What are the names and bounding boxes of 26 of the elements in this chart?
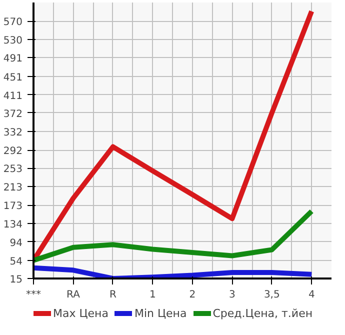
y-tick-label: 570	[3, 17, 23, 28]
x-tick-label: RA	[66, 290, 80, 300]
y-tick-label: 530	[3, 36, 23, 47]
x-tick-label: 3,5	[264, 290, 280, 300]
y-tick-label: 451	[3, 72, 23, 84]
y-tick-label: 253	[3, 164, 23, 176]
y-tick-label: 372	[3, 108, 23, 120]
legend-label: Min Цена	[134, 306, 187, 320]
y-tick-label: 292	[3, 146, 23, 158]
y-tick-label: 332	[3, 127, 23, 138]
x-tick-label: ***	[26, 290, 41, 300]
y-tick-label: 491	[3, 54, 23, 65]
legend-label: Сред.Цена, т.йен	[212, 306, 313, 320]
x-tick-label: 1	[150, 290, 156, 300]
y-tick-label: 411	[3, 90, 23, 102]
y-tick-label: 94	[10, 238, 23, 249]
x-tick-label: 3	[228, 290, 236, 300]
y-tick-label: 213	[3, 182, 23, 194]
y-tick-label: 173	[3, 201, 23, 212]
legend-label: Max Цена	[53, 306, 108, 320]
x-tick-label: R	[109, 290, 116, 300]
y-tick-label: 15	[10, 274, 23, 286]
y-tick-label: 54	[10, 256, 23, 268]
y-tick-label: 134	[3, 219, 23, 230]
x-tick-label: 2	[189, 290, 196, 300]
x-tick-label: 4	[308, 290, 315, 300]
